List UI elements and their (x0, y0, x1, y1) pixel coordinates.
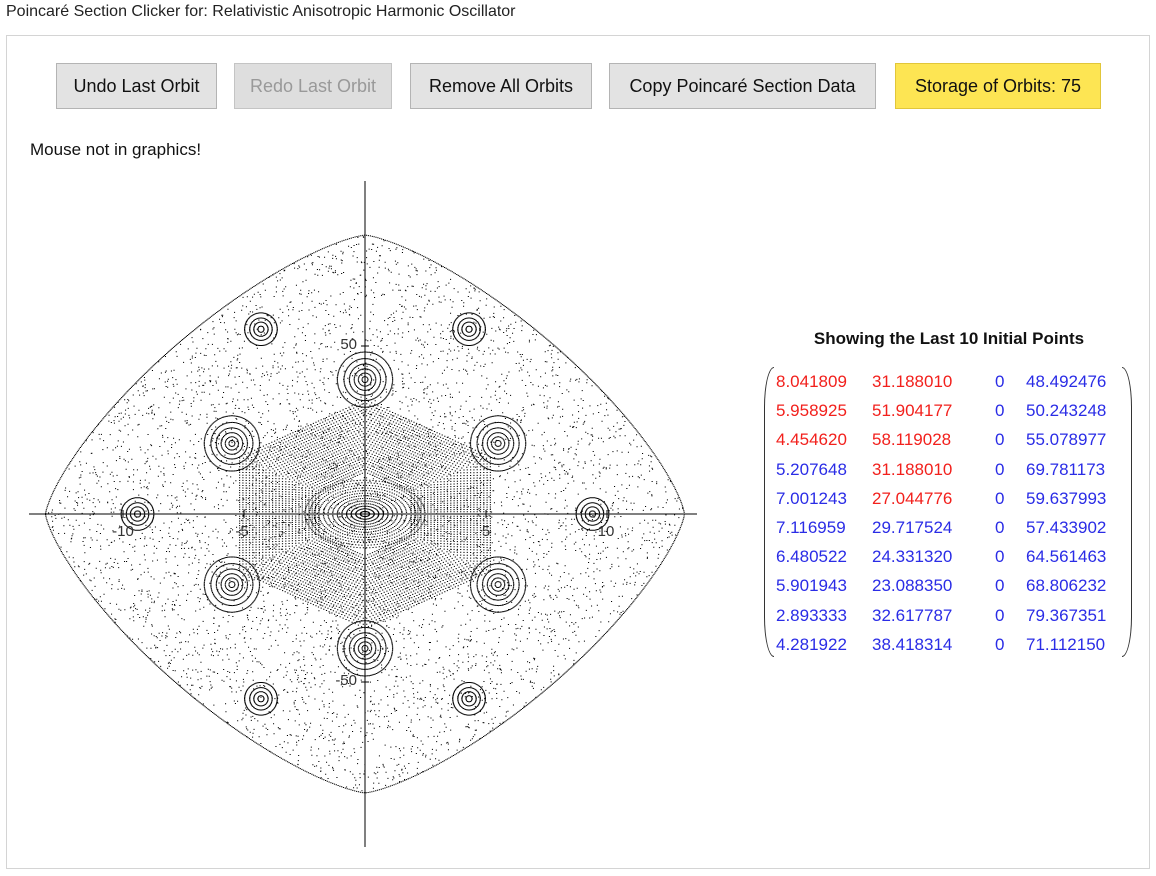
copy-poincare-data-button[interactable]: Copy Poincaré Section Data (609, 63, 876, 109)
orbit-point-cloud (45, 234, 685, 794)
matrix-cell: 0 (995, 547, 1005, 567)
matrix-cell: 5.207648 (776, 459, 847, 479)
matrix-cell: 79.367351 (1026, 605, 1107, 625)
y-tick-label: -50 (335, 672, 357, 689)
matrix-cell: 0 (995, 488, 1005, 508)
x-tick-label: -10 (112, 523, 134, 540)
matrix-cell: 27.044776 (872, 488, 953, 508)
matrix-cell: 58.119028 (872, 430, 952, 450)
left-parenthesis (764, 367, 774, 657)
matrix-cell: 4.281922 (776, 634, 847, 654)
matrix-cell: 24.331320 (872, 547, 953, 567)
right-parenthesis (1122, 367, 1132, 657)
matrix-cell: 8.041809 (776, 372, 847, 391)
matrix-cell: 7.001243 (776, 488, 847, 508)
matrix-cell: 2.893333 (776, 605, 847, 625)
matrix-cell: 7.116959 (776, 518, 846, 537)
undo-last-orbit-button[interactable]: Undo Last Orbit (56, 63, 217, 109)
initial-points-title: Showing the Last 10 Initial Points (813, 329, 1085, 348)
matrix-cell: 0 (995, 401, 1005, 421)
poincare-plot-svg[interactable]: -10 -5 5 10 50 -50 (29, 179, 709, 859)
matrix-cell: 64.561463 (1026, 547, 1107, 567)
redo-last-orbit-button[interactable]: Redo Last Orbit (234, 63, 392, 109)
axis-ticks (122, 345, 608, 683)
matrix-cell: 32.617787 (872, 605, 953, 625)
matrix-cell: 55.078977 (1026, 430, 1107, 450)
initial-points-matrix: 8.041809 31.188010 0 48.492476 5.958925 51.90… (764, 367, 1132, 659)
x-tick-label: 5 (482, 523, 490, 540)
matrix-cell: 0 (995, 605, 1005, 625)
matrix-cell: 59.637993 (1026, 488, 1107, 508)
matrix-cell: 23.088350 (872, 576, 953, 596)
remove-all-orbits-button[interactable]: Remove All Orbits (410, 63, 592, 109)
matrix-cell: 51.904177 (872, 401, 953, 421)
poincare-section-plot[interactable]: -10 -5 5 10 50 -50 (29, 179, 709, 864)
matrix-cell: 48.492476 (1026, 372, 1107, 391)
x-tick-label: -5 (235, 523, 248, 540)
x-tick-label: 10 (598, 523, 615, 540)
orbit-points (45, 234, 685, 794)
matrix-cell: 68.806232 (1026, 576, 1107, 596)
matrix-cell: 0 (995, 459, 1005, 479)
matrix-cell: 69.781173 (1026, 459, 1106, 479)
matrix-cell: 57.433902 (1026, 518, 1107, 537)
matrix-cell: 6.480522 (776, 547, 847, 567)
matrix-cell: 0 (995, 576, 1005, 596)
matrix-cell: 4.454620 (776, 430, 847, 450)
matrix-cell: 29.717524 (872, 518, 953, 537)
matrix-cell: 31.188010 (872, 459, 953, 479)
matrix-cell: 50.243248 (1026, 401, 1107, 421)
matrix-cell: 0 (995, 634, 1005, 654)
storage-of-orbits-badge: Storage of Orbits: 75 (895, 63, 1101, 109)
matrix-cell: 5.901943 (776, 576, 847, 596)
matrix-cell: 0 (995, 372, 1005, 391)
matrix-cell: 0 (995, 518, 1005, 537)
matrix-cell: 38.418314 (872, 634, 953, 654)
main-panel: Undo Last Orbit Redo Last Orbit Remove A… (6, 35, 1150, 869)
matrix-cell: 31.188010 (872, 372, 953, 391)
matrix-cell: 0 (995, 430, 1005, 450)
mouse-status-text: Mouse not in graphics! (30, 140, 202, 159)
matrix-cell: 5.958925 (776, 401, 847, 421)
window-title: Poincaré Section Clicker for: Relativist… (6, 3, 516, 20)
matrix-cell: 71.112150 (1026, 634, 1106, 654)
y-tick-label: 50 (340, 336, 357, 353)
